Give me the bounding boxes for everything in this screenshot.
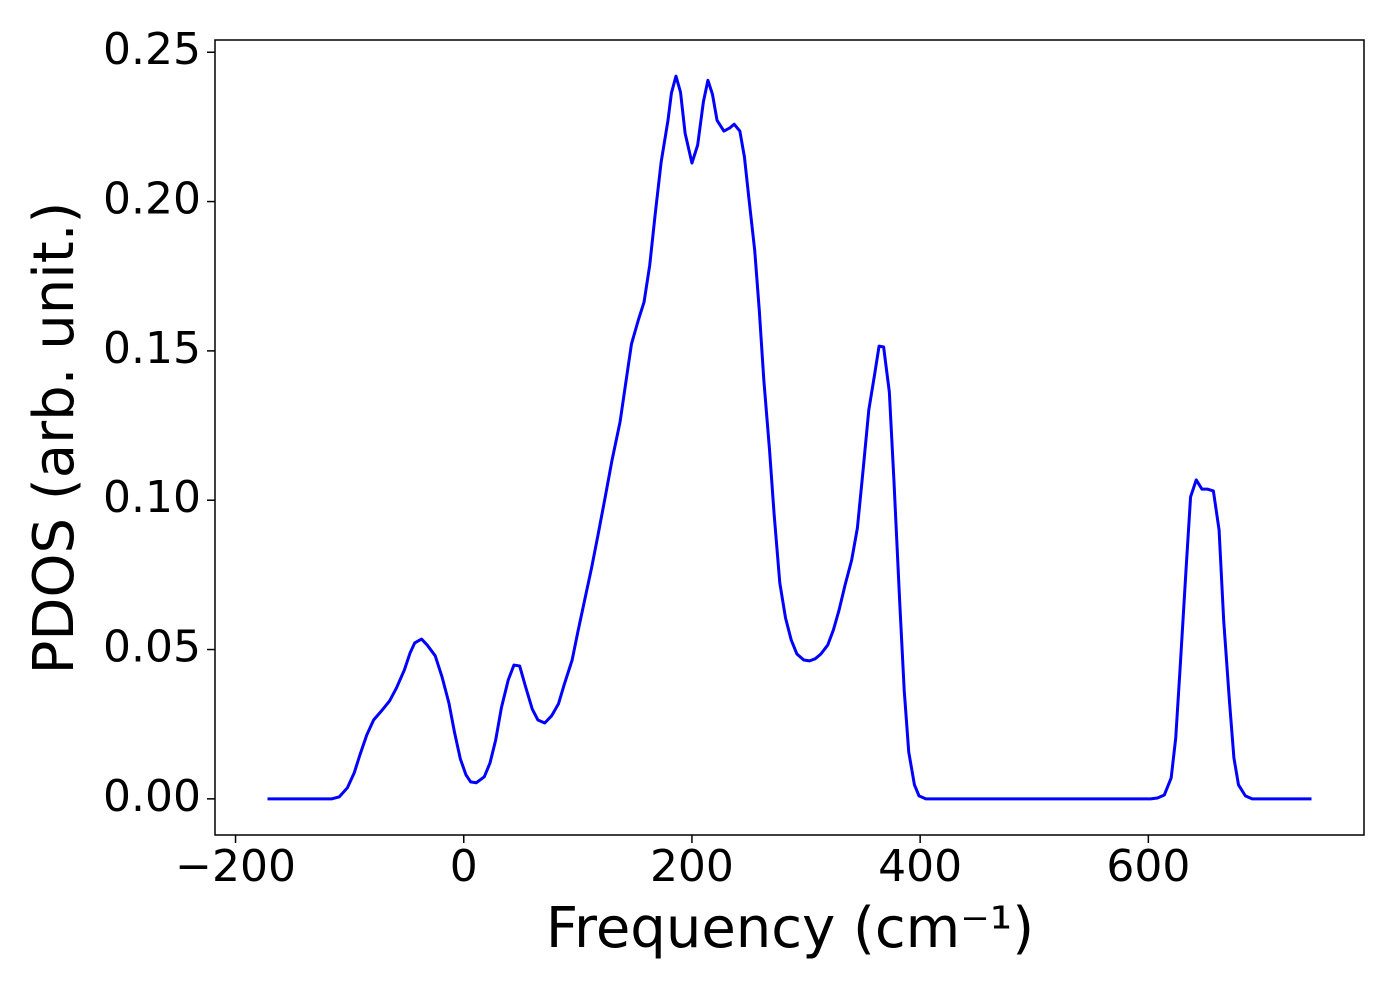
y-tick-label: 0.05	[103, 622, 201, 673]
x-axis-label: Frequency (cm⁻¹)	[546, 896, 1034, 961]
x-tick-label: 200	[650, 841, 734, 892]
x-tick-label: 0	[450, 841, 478, 892]
x-tick-label: −200	[175, 841, 296, 892]
x-tick-label: 400	[878, 841, 962, 892]
y-tick-label: 0.10	[103, 472, 201, 523]
plot-frame	[214, 39, 1365, 836]
y-tick-label: 0.25	[103, 24, 201, 75]
data-line	[267, 74, 1312, 801]
x-tick-label: 600	[1106, 841, 1190, 892]
y-tick-label: 0.15	[103, 323, 201, 374]
y-tick-label: 0.00	[103, 771, 201, 822]
y-axis-label: PDOS (arb. unit.)	[22, 202, 87, 675]
y-tick-label: 0.20	[103, 174, 201, 225]
